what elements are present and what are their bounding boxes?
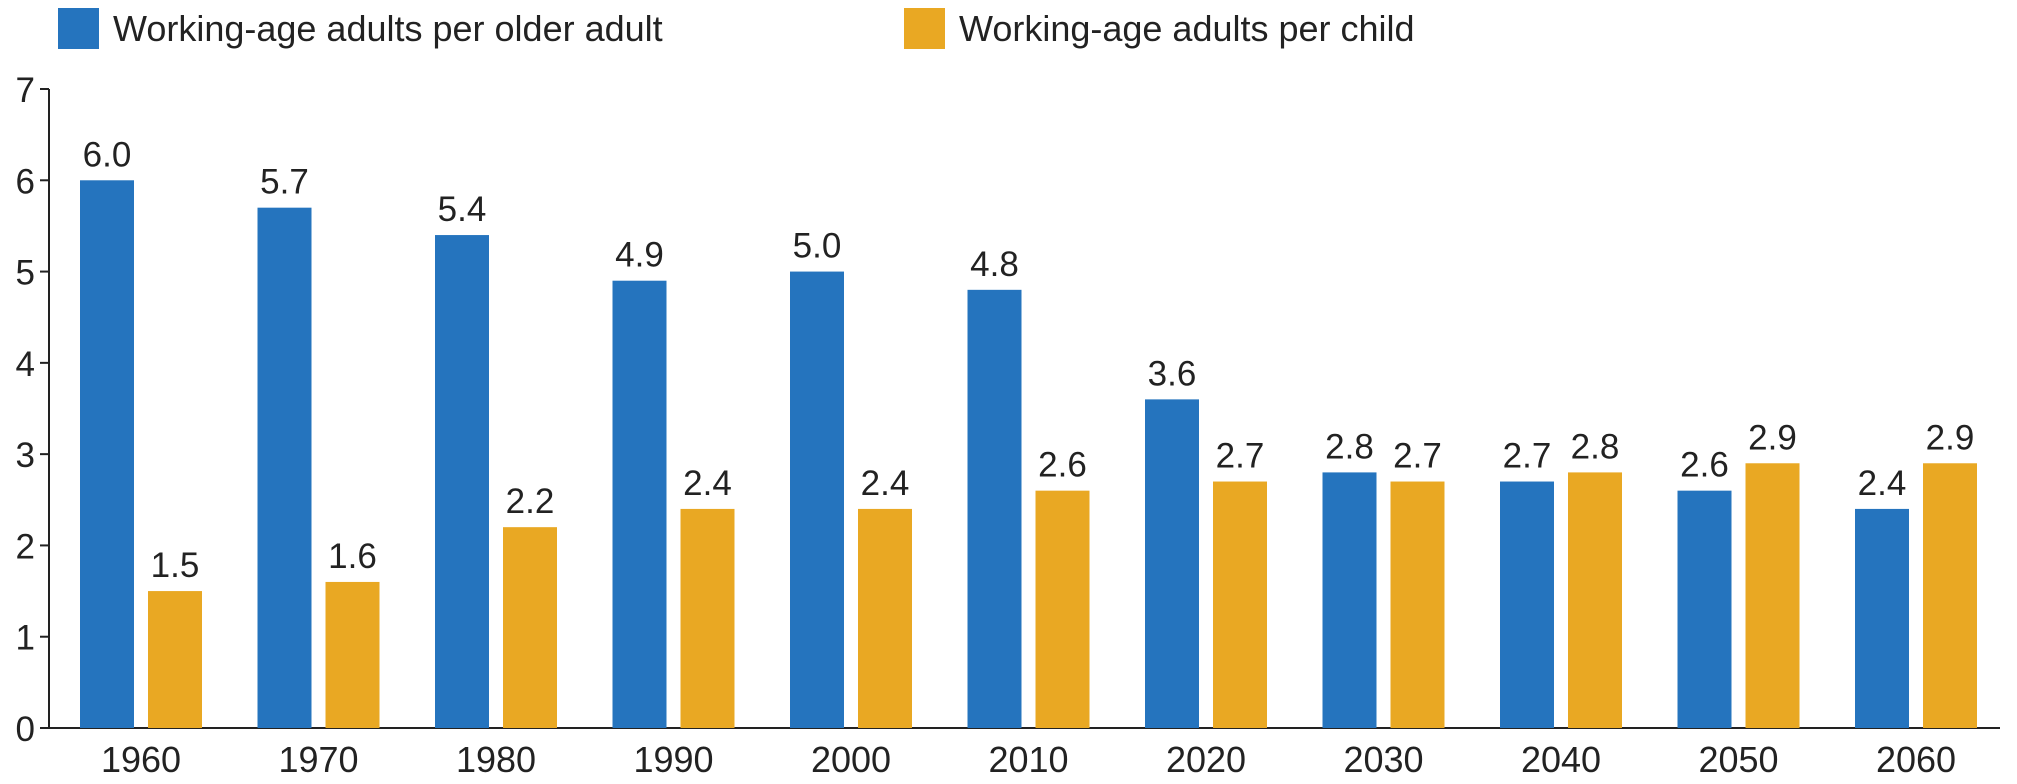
y-tick-label: 5	[16, 254, 35, 293]
data-label: 1.5	[151, 546, 200, 585]
data-label: 2.7	[1503, 437, 1552, 476]
data-label: 1.6	[328, 537, 377, 576]
data-label: 2.4	[683, 464, 732, 503]
x-tick-label: 2050	[1698, 739, 1778, 780]
data-label: 2.8	[1571, 427, 1620, 466]
x-tick-label: 1980	[456, 739, 536, 780]
x-tick-label: 2060	[1876, 739, 1956, 780]
y-tick-label: 2	[16, 527, 35, 566]
bar-1970-series-2	[325, 581, 380, 728]
bar-1980-series-2	[503, 527, 557, 728]
bar-2020-series-1	[1145, 399, 1199, 728]
data-label: 3.6	[1148, 354, 1197, 393]
data-label: 4.8	[970, 245, 1019, 284]
y-tick-label: 6	[16, 162, 35, 201]
x-tick-label: 1990	[633, 739, 713, 780]
value-labels: 6.0 1.5 5.7 1.6 5.4 2.2 4.9 2.4 5.0 2.4 4.8 2.6 3.6 2…	[83, 135, 1975, 585]
data-label: 2.6	[1038, 446, 1087, 485]
data-label: 2.7	[1393, 437, 1442, 476]
bar-1980-series-1	[435, 235, 489, 729]
legend-label-2: Working-age adults per child	[959, 8, 1415, 49]
data-label: 2.7	[1216, 437, 1265, 476]
bar-2020-series-2	[1213, 481, 1267, 728]
bar-2000-series-2	[858, 508, 912, 728]
x-tick-label: 2030	[1343, 739, 1423, 780]
legend-label-1: Working-age adults per older adult	[113, 8, 663, 49]
y-tick-label: 7	[16, 71, 35, 110]
bar-2050-series-1	[1677, 490, 1732, 728]
bar-2000-series-1	[790, 271, 844, 728]
x-tick-label: 1960	[101, 739, 181, 780]
bar-2010-series-2	[1035, 490, 1090, 728]
bar-1970-series-1	[257, 207, 312, 728]
y-tick-label: 3	[16, 436, 35, 475]
y-tick-label: 4	[16, 345, 35, 384]
bar-2060-series-2	[1923, 463, 1977, 728]
data-label: 4.9	[615, 236, 664, 275]
x-tick-label: 2020	[1166, 739, 1246, 780]
x-tick-label: 2000	[811, 739, 891, 780]
x-tick-label: 2010	[988, 739, 1068, 780]
bar-1960-series-1	[80, 180, 134, 729]
x-tick-label: 1970	[278, 739, 358, 780]
bar-2010-series-1	[967, 289, 1022, 728]
y-tick-label: 1	[16, 619, 35, 658]
bar-1990-series-2	[680, 508, 735, 728]
axes: 0 1 2 3 4 5 6 7 1960 1970 1980 1990 2000 2010 2020 2030…	[16, 71, 2000, 780]
data-label: 2.4	[1858, 464, 1907, 503]
bar-1960-series-2	[148, 591, 202, 728]
bar-2060-series-1	[1855, 508, 1909, 728]
data-label: 2.9	[1748, 418, 1797, 457]
data-label: 2.8	[1325, 427, 1374, 466]
data-label: 2.6	[1680, 446, 1729, 485]
x-tick-label: 2040	[1521, 739, 1601, 780]
bar-2030-series-2	[1390, 481, 1445, 728]
bar-1990-series-1	[612, 280, 667, 728]
bar-2050-series-2	[1745, 463, 1800, 728]
legend-swatch-2	[904, 8, 945, 49]
data-label: 6.0	[83, 135, 132, 174]
data-label: 2.9	[1926, 418, 1975, 457]
bars	[80, 180, 1977, 729]
data-label: 5.0	[793, 227, 842, 266]
legend: Working-age adults per older adult Workin…	[58, 8, 1415, 49]
y-tick-label: 0	[16, 710, 35, 749]
bar-2040-series-1	[1500, 481, 1554, 728]
legend-swatch-1	[58, 8, 99, 49]
data-label: 5.4	[438, 190, 487, 229]
bar-2030-series-1	[1322, 472, 1377, 728]
data-label: 5.7	[260, 163, 309, 202]
data-label: 2.4	[861, 464, 910, 503]
data-label: 2.2	[506, 482, 555, 521]
bar-2040-series-2	[1568, 472, 1622, 728]
